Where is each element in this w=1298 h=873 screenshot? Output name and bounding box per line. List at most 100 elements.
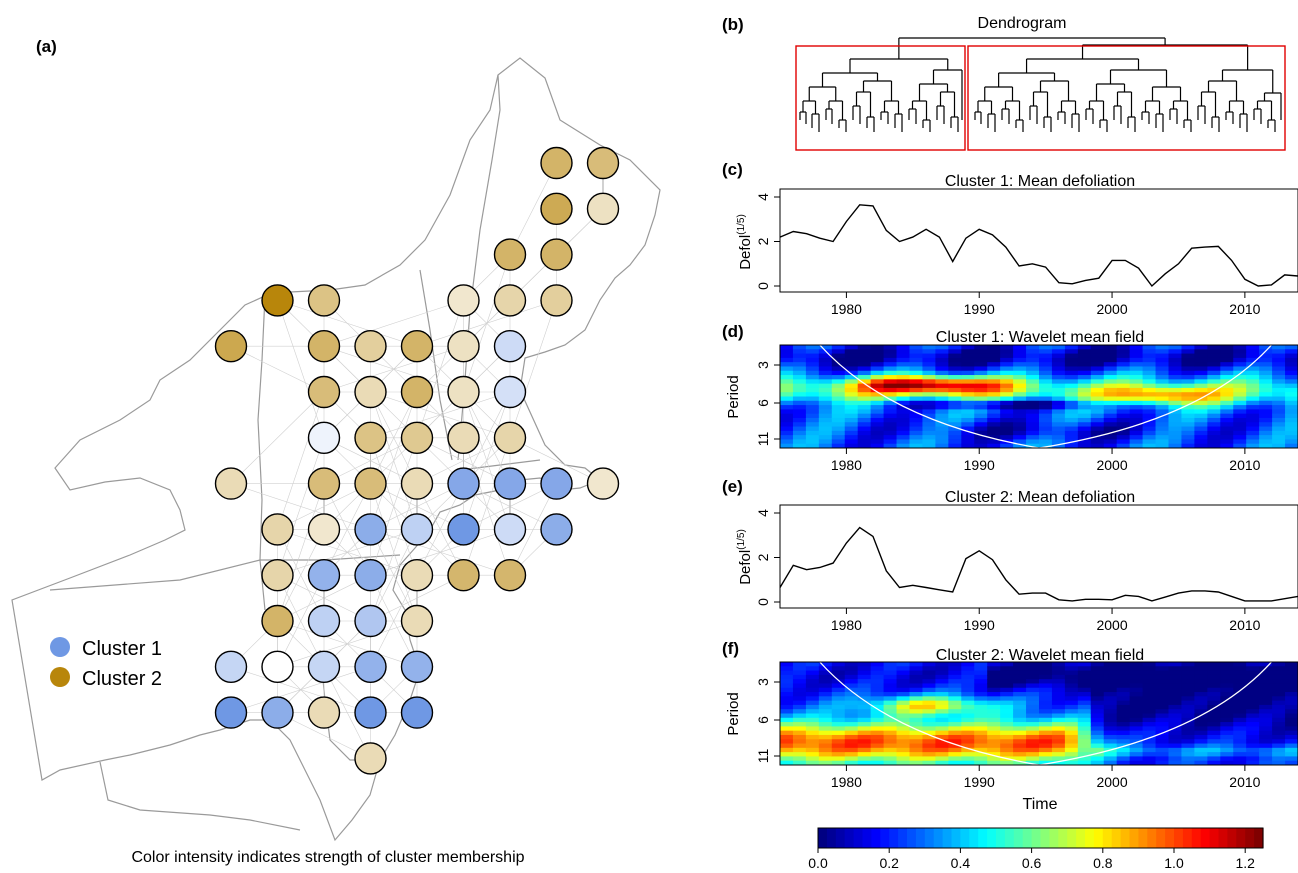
heatmap-cell (1000, 692, 1014, 697)
heatmap-cell (1000, 349, 1014, 355)
heatmap-cell (1077, 392, 1092, 398)
heatmap-cell (831, 704, 846, 710)
heatmap-cell (1272, 417, 1286, 423)
heatmap-cell (1039, 430, 1053, 436)
site-marker (307, 650, 341, 683)
heatmap-cell (987, 366, 1001, 372)
site-marker (493, 467, 527, 500)
heatmap-cell (1116, 370, 1131, 376)
heatmap-cell (844, 353, 859, 359)
heatmap-cell (961, 709, 975, 715)
heatmap-cell (1285, 379, 1298, 385)
heatmap-cell (987, 387, 1001, 393)
heatmap-cell (1259, 409, 1273, 415)
heatmap-cell (1077, 696, 1092, 702)
heatmap-cell (857, 696, 872, 702)
heatmap-cell (818, 383, 833, 389)
heatmap-cell (1220, 747, 1234, 753)
heatmap-cell (1026, 670, 1040, 676)
heatmap-cell (1129, 345, 1144, 350)
heatmap-cell (1233, 696, 1247, 702)
heatmap-cell (1064, 396, 1079, 402)
heatmap-cell (1168, 760, 1183, 765)
heatmap-cell (1272, 362, 1286, 368)
heatmap-cell (1168, 692, 1183, 697)
heatmap-cell (844, 674, 859, 680)
heatmap-cell (1013, 443, 1027, 448)
heatmap-cell (883, 730, 898, 736)
heatmap-cell (974, 387, 988, 393)
heatmap-cell (792, 387, 807, 393)
x-tick-label: 1980 (831, 301, 862, 317)
heatmap-cell (1103, 413, 1118, 419)
heatmap-cell (1090, 417, 1105, 423)
heatmap-cell (987, 357, 1001, 363)
heatmap-cell (1233, 722, 1247, 727)
heatmap-cell (1013, 383, 1027, 389)
site-marker (400, 330, 434, 363)
heatmap-cell (883, 400, 898, 406)
heatmap-cell (1090, 349, 1105, 355)
heatmap-cell (909, 370, 924, 376)
heatmap-cell (1013, 670, 1027, 676)
heatmap-cell (1051, 670, 1066, 676)
colorbar-swatch (1058, 828, 1068, 848)
heatmap-cell (1064, 747, 1079, 753)
heatmap-cell (1181, 679, 1195, 685)
heatmap-cell (1220, 683, 1234, 689)
heatmap-cell (1090, 683, 1105, 689)
heatmap-cell (1051, 422, 1066, 428)
heatmap-cell (1026, 700, 1040, 706)
heatmap-cell (1259, 674, 1273, 680)
heatmap-cell (987, 409, 1001, 415)
heatmap-cell (1116, 709, 1131, 715)
heatmap-cell (1090, 392, 1105, 398)
heatmap-cell (961, 357, 975, 363)
heatmap-cell (1220, 435, 1234, 441)
heatmap-cell (1039, 439, 1053, 445)
heatmap-cell (1116, 666, 1131, 672)
site-marker (307, 330, 341, 363)
heatmap-cell (1090, 345, 1105, 350)
heatmap-cell (961, 739, 975, 745)
heatmap-cell (831, 345, 846, 350)
heatmap-cell (1285, 760, 1298, 765)
heatmap-cell (831, 696, 846, 702)
heatmap-cell (1246, 353, 1260, 359)
heatmap-cell (1129, 687, 1144, 693)
heatmap-cell (922, 722, 936, 727)
heatmap-cell (883, 349, 898, 355)
heatmap-cell (831, 700, 846, 706)
heatmap-cell (805, 362, 820, 368)
heatmap-cell (974, 405, 988, 410)
site-marker (214, 467, 248, 500)
x-tick-label: 2000 (1096, 774, 1127, 790)
heatmap-cell (818, 704, 833, 710)
heatmap-cell (1285, 734, 1298, 740)
heatmap-cell (818, 696, 833, 702)
heatmap-cell (1220, 405, 1234, 410)
panel-e-title: Cluster 2: Mean defoliation (945, 489, 1135, 506)
heatmap-cell (831, 353, 846, 359)
heatmap-cell (1142, 366, 1157, 372)
heatmap-cell (1077, 370, 1092, 376)
heatmap-cell (1077, 747, 1092, 753)
y-tick-label: 11 (755, 749, 771, 764)
heatmap-cell (1039, 739, 1053, 745)
heatmap-cell (1168, 717, 1183, 723)
heatmap-cell (1077, 666, 1092, 672)
heatmap-cell (1116, 357, 1131, 363)
heatmap-cell (883, 426, 898, 432)
heatmap-cell (1013, 362, 1027, 368)
heatmap-cell (961, 679, 975, 685)
network-line (370, 483, 418, 622)
heatmap-cell (1168, 756, 1183, 762)
heatmap-cell (935, 683, 949, 689)
heatmap-cell (1000, 443, 1014, 448)
heatmap-cell (1013, 730, 1027, 736)
heatmap-cell (1259, 375, 1273, 380)
heatmap-cell (1259, 392, 1273, 398)
heatmap-cell (1026, 674, 1040, 680)
heatmap-cell (896, 717, 911, 723)
heatmap-cell (1181, 435, 1195, 441)
